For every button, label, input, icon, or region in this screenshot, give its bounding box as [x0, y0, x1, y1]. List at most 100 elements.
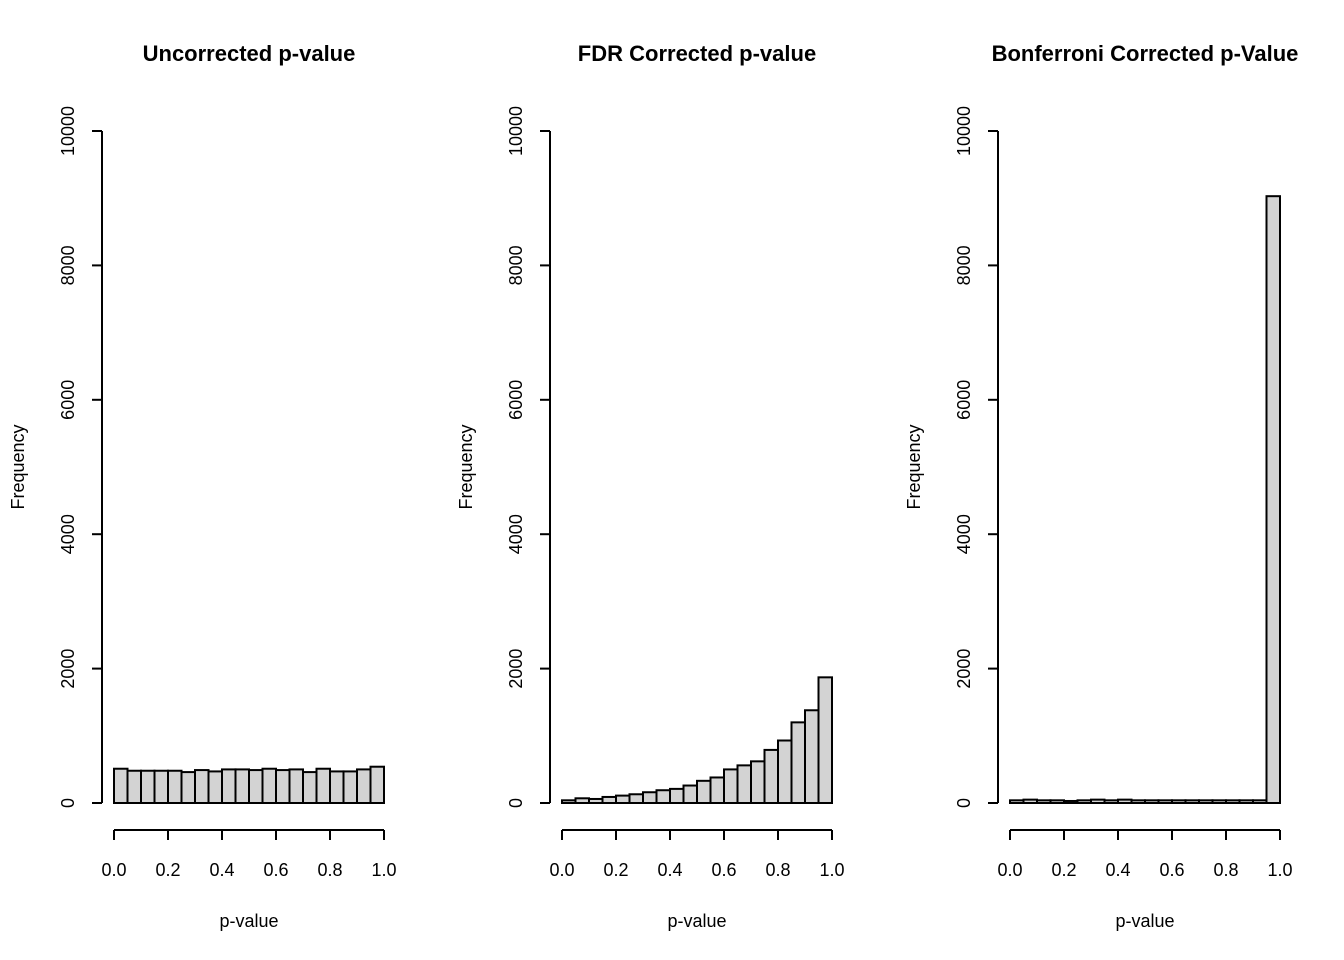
y-axis-label: Frequency [904, 424, 924, 509]
histogram-bar [723, 768, 739, 805]
chart-title: Bonferroni Corrected p-Value [992, 41, 1299, 66]
x-tick-label: 0.2 [155, 860, 180, 880]
x-tick-label: 0.8 [317, 860, 342, 880]
y-tick-label: 0 [954, 798, 974, 808]
y-tick-label: 6000 [506, 380, 526, 420]
x-tick-label: 0.6 [711, 860, 736, 880]
histogram-bar [153, 769, 169, 805]
y-tick-label: 4000 [506, 514, 526, 554]
bars [561, 676, 833, 805]
histogram-bar [696, 779, 712, 804]
histogram-bar [1252, 799, 1268, 805]
histogram-bar [588, 797, 604, 805]
x-tick-label: 0.4 [209, 860, 234, 880]
x-axis-label: p-value [1115, 911, 1174, 931]
histogram-bar [763, 748, 779, 804]
x-tick-label: 0.0 [997, 860, 1022, 880]
y-tick-label: 4000 [58, 514, 78, 554]
x-tick-label: 0.8 [1213, 860, 1238, 880]
x-tick-label: 0.0 [549, 860, 574, 880]
histogram-bar [126, 769, 142, 805]
histogram-bar [248, 769, 264, 805]
histogram-bar [1009, 799, 1025, 805]
y-tick-label: 8000 [506, 245, 526, 285]
x-tick-label: 1.0 [819, 860, 844, 880]
y-tick-label: 2000 [506, 649, 526, 689]
x-axis-label: p-value [219, 911, 278, 931]
histogram-bar [1022, 798, 1038, 805]
x-tick-label: 0.2 [603, 860, 628, 880]
bars [1009, 195, 1281, 805]
chart-title: Uncorrected p-value [143, 41, 356, 66]
histogram-bar [1184, 799, 1200, 805]
y-tick-label: 10000 [58, 106, 78, 156]
histogram-bar [1265, 195, 1281, 804]
x-tick-label: 0.6 [263, 860, 288, 880]
histogram-bar [1144, 799, 1160, 805]
histogram-bar [275, 769, 291, 805]
x-axis: 0.0 0.2 0.4 0.6 0.8 1.0 [101, 829, 397, 880]
histogram-bar [1076, 799, 1092, 805]
histogram-bar [1225, 799, 1241, 805]
x-tick-label: 0.4 [1105, 860, 1130, 880]
histogram-bar [655, 789, 671, 804]
histogram-bar [736, 764, 752, 804]
panel-bonferroni-corrected: Bonferroni Corrected p-Value p-value Fre… [904, 41, 1298, 931]
histogram-bar [221, 768, 237, 805]
histogram-bar [1063, 799, 1079, 805]
chart-title: FDR Corrected p-value [578, 41, 816, 66]
histogram-bar [574, 797, 590, 805]
x-tick-label: 0.6 [1159, 860, 1184, 880]
panel-uncorrected: Uncorrected p-value p-value Frequency 0 2… [8, 41, 397, 931]
histogram-bar [234, 768, 250, 805]
y-tick-label: 8000 [954, 245, 974, 285]
histogram-bar [342, 770, 358, 805]
histogram-bar [682, 784, 698, 805]
y-axis: 0 2000 4000 6000 8000 10000 [58, 106, 103, 808]
x-axis: 0.0 0.2 0.4 0.6 0.8 1.0 [549, 829, 845, 880]
y-axis-label: Frequency [456, 424, 476, 509]
y-axis: 0 2000 4000 6000 8000 10000 [954, 106, 999, 808]
histogram-bar [356, 768, 372, 805]
histogram-bar [261, 767, 277, 805]
histogram-bar [817, 676, 833, 804]
x-axis: 0.0 0.2 0.4 0.6 0.8 1.0 [997, 829, 1293, 880]
y-tick-label: 4000 [954, 514, 974, 554]
x-tick-label: 0.2 [1051, 860, 1076, 880]
histogram-bar [329, 770, 345, 805]
histogram-bar [561, 799, 577, 805]
y-tick-label: 0 [506, 798, 526, 808]
y-tick-label: 0 [58, 798, 78, 808]
histogram-bar [140, 769, 156, 805]
histogram-bar [1090, 798, 1106, 805]
x-tick-label: 0.0 [101, 860, 126, 880]
y-tick-label: 2000 [58, 649, 78, 689]
histogram-bar [288, 768, 304, 805]
histogram-bar [1211, 799, 1227, 805]
histogram-bar [194, 769, 210, 805]
histogram-bar [369, 765, 385, 804]
histogram-bar [615, 794, 631, 804]
y-axis-label: Frequency [8, 424, 28, 509]
histogram-bar [1130, 799, 1146, 805]
y-tick-label: 6000 [58, 380, 78, 420]
y-tick-label: 8000 [58, 245, 78, 285]
x-tick-label: 1.0 [1267, 860, 1292, 880]
histogram-bar [750, 760, 766, 804]
y-axis: 0 2000 4000 6000 8000 10000 [506, 106, 551, 808]
histogram-bar [1198, 799, 1214, 805]
y-tick-label: 10000 [506, 106, 526, 156]
histogram-bar [1157, 799, 1173, 805]
y-tick-label: 10000 [954, 106, 974, 156]
histogram-bar [113, 767, 129, 805]
histogram-bar [628, 793, 644, 804]
histogram-bar [1036, 799, 1052, 805]
histogram-bar [1238, 799, 1254, 805]
histogram-bar [315, 767, 331, 805]
histogram-bar [167, 769, 183, 805]
histogram-bar [180, 771, 196, 805]
histogram-bar [804, 709, 820, 804]
histogram-bar [1117, 798, 1133, 805]
x-tick-label: 0.4 [657, 860, 682, 880]
x-tick-label: 0.8 [765, 860, 790, 880]
